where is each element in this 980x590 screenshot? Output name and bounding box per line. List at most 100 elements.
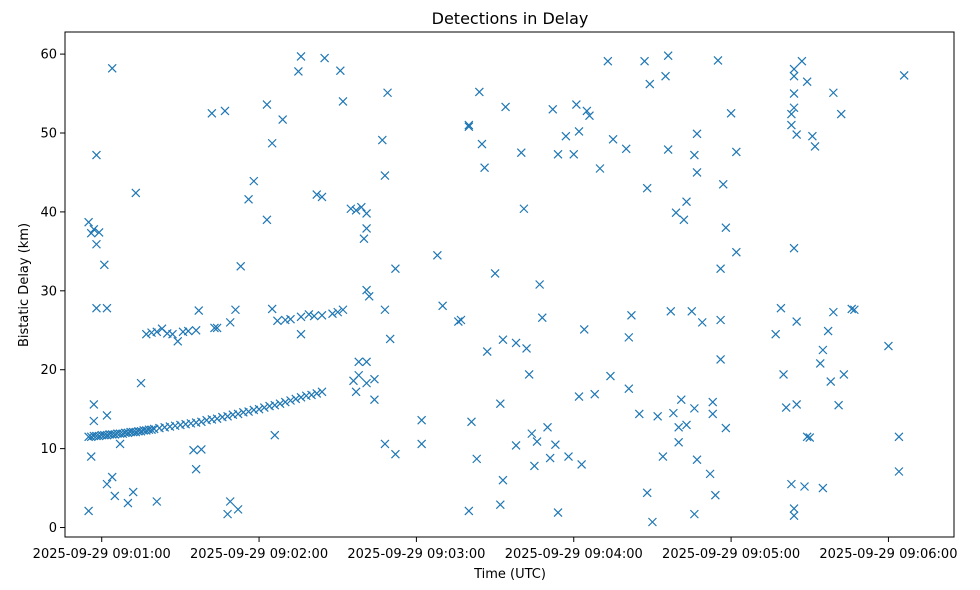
- data-point-marker: [92, 150, 101, 160]
- data-point-marker: [417, 439, 427, 449]
- data-point-marker: [590, 389, 600, 399]
- data-point-marker: [270, 430, 280, 440]
- data-point-marker: [280, 397, 290, 407]
- data-point-marker: [716, 264, 726, 274]
- data-point-marker: [802, 77, 812, 87]
- y-axis: 0 10 20 30 40 50 60: [40, 48, 65, 536]
- data-point-marker: [603, 56, 613, 66]
- data-point-marker: [501, 102, 510, 112]
- data-point-marker: [480, 163, 490, 173]
- data-point-marker: [524, 370, 534, 379]
- data-point-marker: [168, 329, 177, 339]
- data-point-marker: [278, 115, 288, 125]
- data-point-marker: [92, 239, 101, 249]
- data-point-marker: [296, 312, 306, 322]
- data-point-marker: [839, 370, 849, 379]
- data-point-marker: [713, 55, 723, 65]
- data-point-marker: [666, 306, 676, 316]
- data-point-marker: [196, 444, 206, 454]
- data-point-marker: [86, 228, 96, 238]
- data-point-marker: [815, 358, 825, 368]
- data-point-marker: [574, 392, 584, 401]
- data-point-marker: [661, 71, 670, 81]
- data-point-marker: [270, 400, 280, 410]
- data-point-marker: [776, 303, 786, 313]
- data-point-marker: [642, 488, 652, 498]
- data-point-marker: [89, 224, 99, 234]
- data-point-marker: [210, 323, 219, 333]
- data-point-marker: [828, 307, 838, 317]
- data-point-marker: [233, 504, 243, 514]
- data-point-marker: [608, 134, 618, 144]
- data-point-marker: [115, 439, 125, 449]
- data-point-marker: [102, 303, 112, 313]
- y-tick-label: 30: [40, 284, 57, 299]
- data-point-marker: [606, 371, 615, 381]
- data-point-marker: [807, 131, 817, 141]
- data-point-marker: [823, 326, 833, 336]
- data-point-marker: [621, 144, 631, 154]
- data-point-marker: [380, 439, 390, 449]
- data-point-marker: [259, 403, 269, 413]
- data-point-marker: [789, 64, 799, 74]
- data-point-marker: [320, 53, 330, 63]
- data-point-marker: [338, 305, 348, 315]
- data-point-marker: [653, 411, 663, 421]
- data-point-marker: [498, 475, 508, 485]
- x-tick-label: 2025-09-29 09:01:00: [33, 547, 171, 562]
- data-point-marker: [582, 106, 592, 116]
- data-point-marker: [262, 100, 272, 110]
- data-point-marker: [207, 108, 217, 118]
- data-point-marker: [545, 453, 555, 463]
- data-point-marker: [99, 260, 109, 270]
- data-point-marker: [89, 400, 99, 409]
- y-axis-title: Bistatic Delay (km): [17, 223, 32, 347]
- data-point-marker: [286, 396, 295, 405]
- data-point-marker: [385, 334, 395, 344]
- y-tick-label: 50: [40, 127, 57, 142]
- data-point-marker: [296, 52, 306, 61]
- data-point-marker: [351, 205, 361, 215]
- data-point-marker: [244, 407, 253, 416]
- data-point-marker: [286, 314, 295, 324]
- data-point-marker: [296, 329, 306, 339]
- data-point-marker: [383, 88, 392, 98]
- data-point-marker: [191, 325, 201, 335]
- data-point-marker: [262, 215, 272, 225]
- data-point-marker: [147, 425, 156, 435]
- data-point-marker: [482, 347, 492, 356]
- x-axis: 2025-09-29 09:01:00 2025-09-29 09:02:00 20…: [33, 537, 957, 562]
- data-point-marker: [671, 208, 681, 218]
- data-point-marker: [579, 325, 589, 334]
- data-point-marker: [94, 227, 104, 237]
- data-point-marker: [849, 305, 859, 315]
- data-point-marker: [438, 301, 448, 311]
- data-point-marker: [786, 479, 796, 489]
- data-point-marker: [689, 403, 699, 413]
- data-point-marker: [779, 370, 788, 379]
- data-point-marker: [495, 500, 505, 510]
- data-point-marker: [212, 414, 222, 424]
- data-point-marker: [312, 388, 322, 398]
- data-point-marker: [640, 56, 649, 66]
- data-point-marker: [102, 479, 112, 489]
- data-point-marker: [789, 504, 799, 514]
- data-point-marker: [692, 168, 702, 177]
- data-point-marker: [362, 285, 372, 295]
- data-point-marker: [792, 400, 802, 409]
- data-point-marker: [894, 432, 904, 442]
- data-point-marker: [110, 491, 120, 501]
- data-point-marker: [674, 422, 684, 432]
- data-point-marker: [354, 357, 364, 367]
- data-point-marker: [663, 51, 673, 61]
- data-point-marker: [498, 335, 508, 345]
- data-point-marker: [464, 506, 474, 516]
- data-point-marker: [527, 429, 537, 439]
- data-point-marker: [380, 171, 390, 181]
- data-point-marker: [359, 234, 369, 244]
- data-point-marker: [152, 497, 162, 506]
- data-point-marker: [275, 399, 285, 409]
- data-point-marker: [254, 404, 264, 414]
- data-point-marker: [141, 329, 151, 339]
